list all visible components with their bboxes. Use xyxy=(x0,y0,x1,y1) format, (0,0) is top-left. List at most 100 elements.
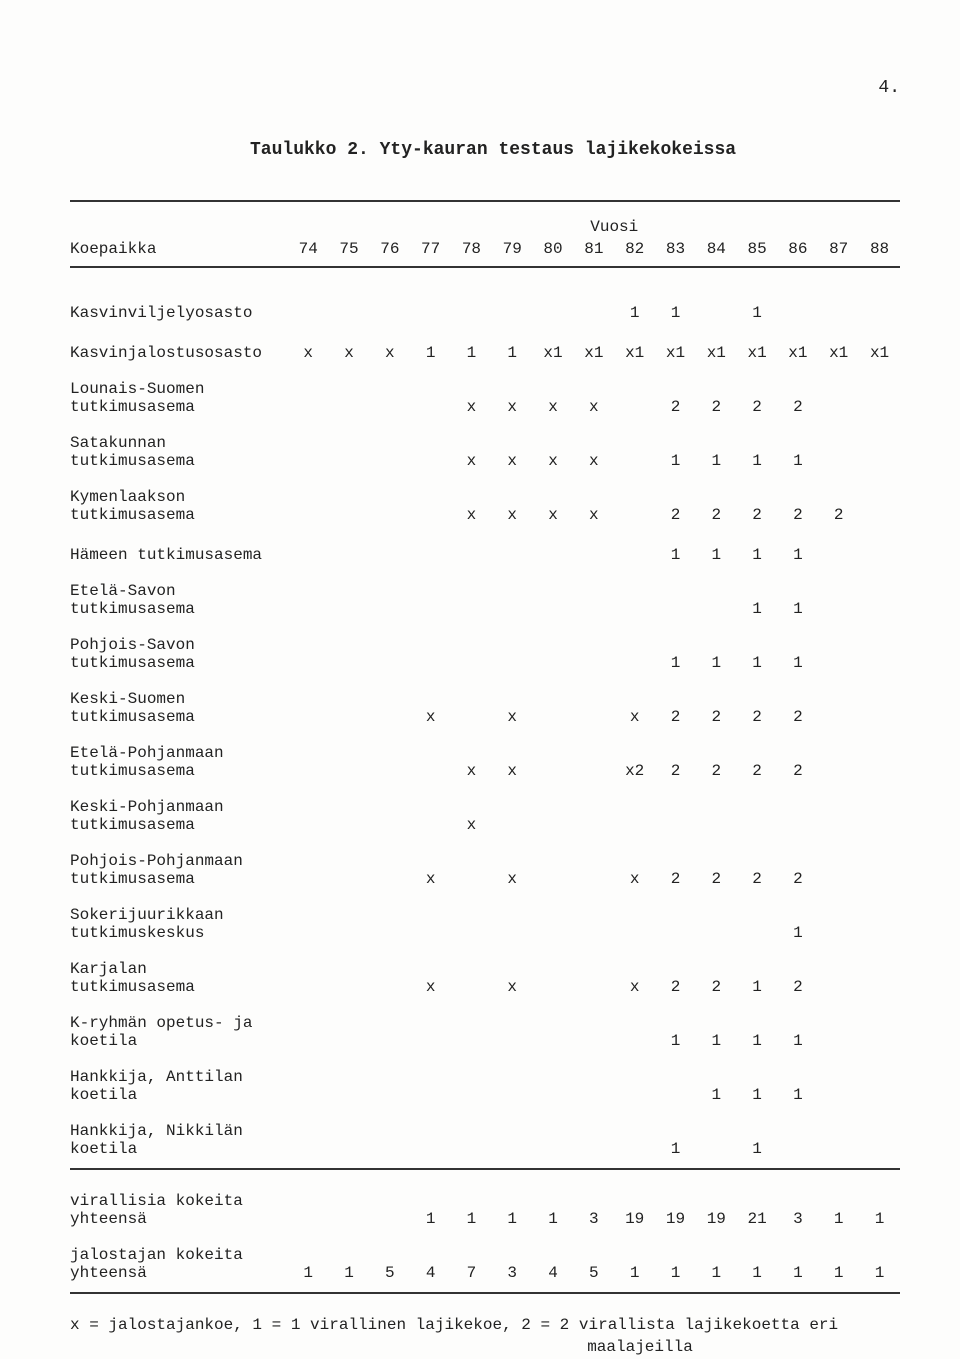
cell xyxy=(369,952,410,1006)
table-row: Etelä-Pohjanmaantutkimusasemaxxx22222 xyxy=(70,736,900,790)
cell xyxy=(655,790,696,844)
cell: 2 xyxy=(655,736,696,790)
cell xyxy=(369,1184,410,1238)
table-row: Pohjois-Pohjanmaantutkimusasemaxxx2222 xyxy=(70,844,900,898)
row-label: Satakunnantutkimusasema xyxy=(70,426,288,480)
cell: 1 xyxy=(777,426,818,480)
cell: 1 xyxy=(492,332,533,372)
cell: 2 xyxy=(696,682,737,736)
year-col: 84 xyxy=(696,236,737,267)
cell xyxy=(451,1006,492,1060)
cell: 2 xyxy=(696,952,737,1006)
cell: 1 xyxy=(451,1184,492,1238)
cell xyxy=(533,844,574,898)
table-row: Keski-Suomentutkimusasemaxxx2222 xyxy=(70,682,900,736)
row-label: Pohjois-Savontutkimusasema xyxy=(70,628,288,682)
cell: 2 xyxy=(696,480,737,534)
row-label: jalostajan kokeitayhteensä xyxy=(70,1238,288,1293)
cell xyxy=(329,426,370,480)
totals-row: virallisia kokeitayhteensä11113191919213… xyxy=(70,1184,900,1238)
cell: 1 xyxy=(737,1114,778,1169)
cell xyxy=(369,736,410,790)
cell xyxy=(369,426,410,480)
cell: 1 xyxy=(492,1184,533,1238)
cell: 2 xyxy=(777,682,818,736)
row-label: Keski-Suomentutkimusasema xyxy=(70,682,288,736)
cell: 1 xyxy=(737,292,778,332)
table-row: Etelä-Savontutkimusasema11 xyxy=(70,574,900,628)
cell xyxy=(818,426,859,480)
cell: x1 xyxy=(696,332,737,372)
cell xyxy=(573,1060,614,1114)
cell: x xyxy=(573,372,614,426)
cell xyxy=(369,844,410,898)
cell xyxy=(451,292,492,332)
cell xyxy=(329,790,370,844)
cell xyxy=(410,736,451,790)
table-title: Taulukko 2. Yty-kauran testaus lajikekok… xyxy=(250,140,910,160)
cell: x1 xyxy=(573,332,614,372)
cell: 5 xyxy=(369,1238,410,1293)
table-row: Kymenlaaksontutkimusasemaxxxx22222 xyxy=(70,480,900,534)
cell: 1 xyxy=(777,1238,818,1293)
cell xyxy=(573,844,614,898)
cell: 1 xyxy=(288,1238,329,1293)
cell xyxy=(288,426,329,480)
cell xyxy=(614,1060,655,1114)
cell: x xyxy=(614,682,655,736)
cell: 1 xyxy=(696,1006,737,1060)
row-label-header: Koepaikka xyxy=(70,236,288,267)
year-col: 79 xyxy=(492,236,533,267)
cell xyxy=(288,682,329,736)
cell xyxy=(573,534,614,574)
cell xyxy=(573,898,614,952)
row-label: Pohjois-Pohjanmaantutkimusasema xyxy=(70,844,288,898)
year-col: 80 xyxy=(533,236,574,267)
cell xyxy=(329,952,370,1006)
cell: x xyxy=(492,736,533,790)
cell: x xyxy=(329,332,370,372)
cell: 1 xyxy=(655,1114,696,1169)
cell: 1 xyxy=(777,1060,818,1114)
cell xyxy=(451,898,492,952)
cell xyxy=(614,372,655,426)
cell xyxy=(818,898,859,952)
cell xyxy=(573,682,614,736)
cell: x xyxy=(573,480,614,534)
cell xyxy=(492,1114,533,1169)
cell: x xyxy=(492,952,533,1006)
cell: x xyxy=(410,952,451,1006)
cell xyxy=(329,1006,370,1060)
cell: 1 xyxy=(696,534,737,574)
cell: 1 xyxy=(451,332,492,372)
cell: 19 xyxy=(614,1184,655,1238)
cell xyxy=(859,372,900,426)
cell xyxy=(369,1006,410,1060)
cell: x xyxy=(533,426,574,480)
cell: 1 xyxy=(777,574,818,628)
cell: 1 xyxy=(859,1184,900,1238)
cell: 3 xyxy=(492,1238,533,1293)
cell: 2 xyxy=(696,844,737,898)
header-vuosi-row: Vuosi xyxy=(70,204,900,236)
cell: 2 xyxy=(737,682,778,736)
cell: 2 xyxy=(737,372,778,426)
cell: x2 xyxy=(614,736,655,790)
cell xyxy=(288,844,329,898)
cell: 5 xyxy=(573,1238,614,1293)
year-col: 86 xyxy=(777,236,818,267)
cell xyxy=(329,574,370,628)
page-number: 4. xyxy=(878,78,900,98)
cell xyxy=(451,1060,492,1114)
cell: 1 xyxy=(737,952,778,1006)
row-label: Karjalantutkimusasema xyxy=(70,952,288,1006)
row-label: Kymenlaaksontutkimusasema xyxy=(70,480,288,534)
cell xyxy=(818,682,859,736)
cell xyxy=(859,790,900,844)
cell: 1 xyxy=(614,292,655,332)
cell: x xyxy=(288,332,329,372)
cell: 2 xyxy=(655,952,696,1006)
cell: 1 xyxy=(696,426,737,480)
cell: 1 xyxy=(696,1060,737,1114)
cell: x xyxy=(451,372,492,426)
